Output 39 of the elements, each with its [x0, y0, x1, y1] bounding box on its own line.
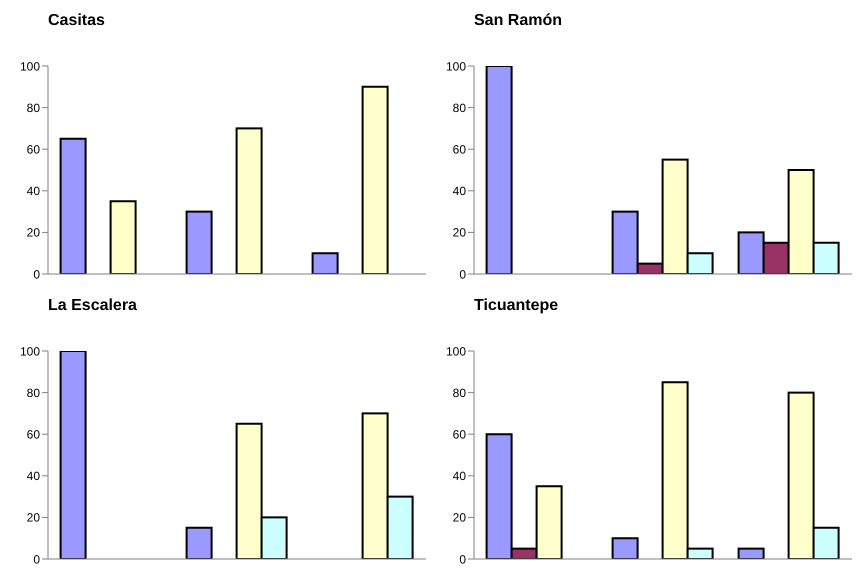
y-tick-label: 20	[452, 226, 466, 240]
chart-title: Ticuantepe	[473, 296, 560, 316]
y-tick-label: 60	[452, 427, 466, 442]
bar	[60, 138, 87, 274]
y-tick-label: 40	[26, 469, 40, 484]
bar	[186, 210, 213, 274]
y-tick-label: 20	[26, 510, 40, 525]
y-tick-label: 0	[33, 552, 40, 566]
y-tick-label: 0	[459, 267, 466, 282]
chart-title: San Ramón	[473, 11, 564, 31]
y-tick-label: 40	[452, 184, 466, 198]
y-tick-label: 40	[452, 469, 466, 484]
bar	[186, 526, 213, 559]
y-tick-label: 0	[33, 267, 40, 282]
bar	[60, 351, 87, 559]
bar	[362, 86, 389, 274]
bar	[312, 252, 339, 274]
chart-title: La Escalera	[47, 296, 138, 316]
y-tick-label: 20	[452, 510, 466, 525]
y-tick-label: 80	[452, 100, 466, 115]
y-tick-label: 80	[26, 100, 40, 115]
y-tick-label: 60	[452, 142, 466, 156]
bar	[738, 548, 765, 559]
y-tick-label: 0	[459, 552, 466, 566]
bar	[486, 66, 513, 274]
bar	[110, 200, 137, 274]
bar	[612, 537, 639, 559]
y-tick-label: 60	[26, 142, 40, 156]
y-tick-label: 40	[26, 184, 40, 198]
y-tick-label: 20	[26, 226, 40, 240]
y-tick-label: 100	[20, 344, 40, 358]
y-tick-label: 100	[446, 59, 466, 74]
bar	[236, 127, 263, 274]
y-tick-label: 80	[452, 386, 466, 400]
y-tick-label: 100	[446, 344, 466, 358]
chart-title: Casitas	[47, 11, 106, 31]
y-tick-label: 80	[26, 386, 40, 400]
y-tick-label: 60	[26, 427, 40, 442]
y-tick-label: 100	[20, 59, 40, 74]
